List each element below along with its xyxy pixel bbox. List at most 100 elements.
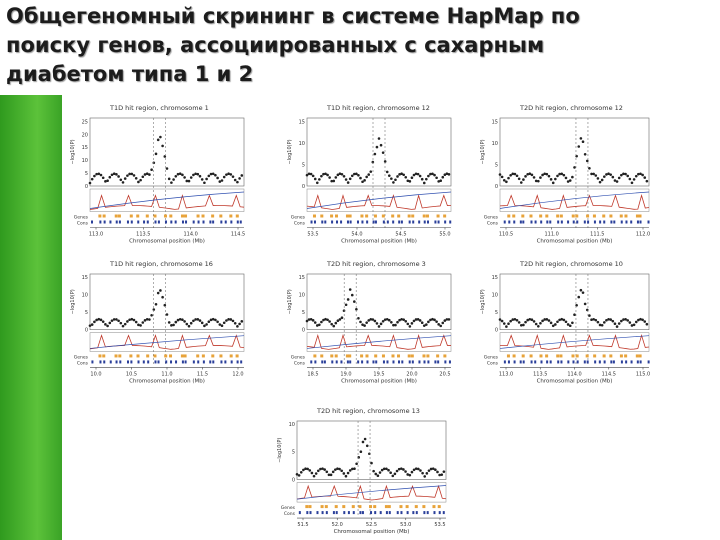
assoc-dot <box>236 325 239 328</box>
assoc-dot <box>395 469 399 473</box>
assoc-dot <box>376 474 380 478</box>
assoc-dot <box>365 321 368 324</box>
cons-block <box>91 220 93 224</box>
assoc-dot <box>592 172 595 176</box>
cons-label: Cons <box>77 360 89 366</box>
assoc-dot <box>314 472 318 475</box>
assoc-dot <box>624 317 627 321</box>
assoc-dot <box>643 176 647 179</box>
cons-block <box>209 220 212 224</box>
assoc-dot <box>126 320 129 323</box>
assoc-dot <box>628 321 632 324</box>
x-tick-label: 10.0 <box>90 371 101 377</box>
genes-label: Genes <box>281 505 296 511</box>
assoc-dot <box>227 318 230 321</box>
assoc-dot <box>344 303 348 307</box>
recomb-frame <box>499 332 650 352</box>
cons-block <box>325 511 328 515</box>
y-tick-label: 0 <box>85 184 88 190</box>
assoc-dot <box>406 322 410 326</box>
assoc-dot <box>338 318 342 321</box>
assoc-dot <box>554 177 557 181</box>
plot-frame <box>499 117 650 187</box>
assoc-dot <box>143 319 147 322</box>
cons-block <box>540 360 543 364</box>
assoc-dot <box>639 172 642 176</box>
assoc-dot <box>598 180 602 184</box>
y-tick-label: 20 <box>82 132 88 138</box>
assoc-dot <box>88 324 92 327</box>
assoc-dot <box>419 469 422 472</box>
assoc-dot <box>425 177 428 181</box>
gene-block <box>345 354 349 358</box>
assoc-dot <box>355 172 358 176</box>
assoc-dot <box>200 321 204 325</box>
assoc-dot <box>566 323 570 326</box>
assoc-dot <box>404 470 407 473</box>
cons-block <box>359 511 362 515</box>
assoc-dot <box>425 323 428 326</box>
assoc-dot <box>150 313 153 317</box>
assoc-dot <box>511 172 515 176</box>
assoc-dot <box>556 320 559 324</box>
y-tick-label: 5 <box>302 310 305 316</box>
cons-block <box>202 220 205 224</box>
y-tick-label: 15 <box>82 145 88 151</box>
assoc-dot <box>502 322 506 325</box>
gene-block <box>521 354 525 358</box>
assoc-dot <box>205 323 208 326</box>
assoc-dot <box>441 321 445 325</box>
title-line: Общегеномный скрининг в системе HapMap п… <box>6 4 580 28</box>
assoc-dot <box>438 473 441 477</box>
assoc-dot <box>596 320 600 324</box>
cumulative-map <box>89 191 245 209</box>
assoc-dot <box>615 325 619 328</box>
assoc-dot <box>566 180 570 183</box>
assoc-dot <box>302 468 305 472</box>
assoc-dot <box>429 318 432 322</box>
assoc-dot <box>402 173 405 177</box>
assoc-dot <box>344 178 348 181</box>
y-tick-label: 0 <box>85 328 88 334</box>
cons-block <box>137 220 140 224</box>
assoc-dot <box>626 174 630 178</box>
assoc-dot <box>532 320 536 323</box>
gene-block <box>391 214 395 218</box>
assoc-dot <box>394 323 397 327</box>
assoc-dot <box>348 177 352 181</box>
y-tick-label: 0 <box>292 477 295 483</box>
assoc-dot <box>176 318 180 322</box>
assoc-dot <box>318 178 321 181</box>
cons-block <box>309 511 312 515</box>
assoc-dot <box>391 474 395 478</box>
x-tick-label: 113.5 <box>533 371 547 377</box>
cons-block <box>379 511 382 515</box>
assoc-dot <box>528 317 532 321</box>
cons-block <box>406 511 409 515</box>
gene-block <box>411 214 415 218</box>
cons-block <box>388 511 391 515</box>
assoc-dot <box>528 172 532 176</box>
cons-block <box>557 360 560 364</box>
gene-block <box>512 354 516 358</box>
cons-block <box>224 360 227 364</box>
assoc-dot <box>442 470 446 473</box>
assoc-dot <box>319 467 322 471</box>
cons-block <box>310 360 313 364</box>
cons-block <box>147 360 150 364</box>
cons-block <box>426 220 429 224</box>
cons-block <box>366 360 369 364</box>
assoc-dot <box>128 318 131 322</box>
assoc-dot <box>564 320 568 324</box>
assoc-dot <box>123 322 127 326</box>
cons-block <box>310 220 313 224</box>
y-tick-label: 10 <box>82 158 88 164</box>
gene-block <box>512 214 516 218</box>
gene-block <box>529 214 533 218</box>
x-tick-label: 115.0 <box>636 371 650 377</box>
assoc-dot <box>132 318 136 322</box>
assoc-dot <box>312 474 316 478</box>
assoc-dot <box>361 440 365 444</box>
gene-block <box>609 354 613 358</box>
cons-block <box>583 220 586 224</box>
